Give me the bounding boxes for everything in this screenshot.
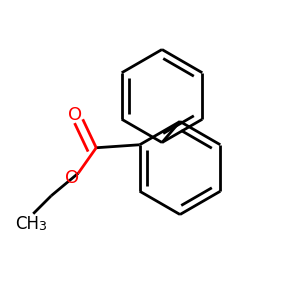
Text: O: O	[64, 169, 79, 187]
Text: CH: CH	[15, 215, 39, 233]
Text: O: O	[68, 106, 82, 124]
Text: 3: 3	[38, 220, 46, 233]
